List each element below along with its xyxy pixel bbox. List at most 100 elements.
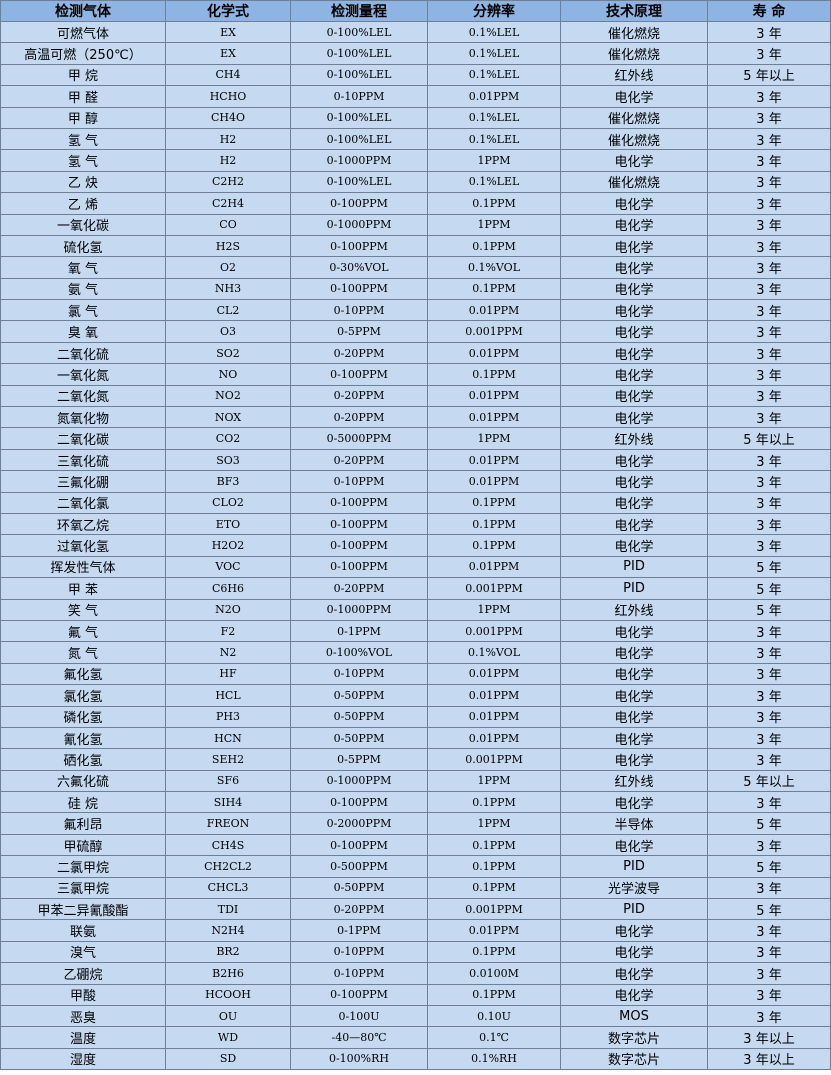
resolution-cell: 0.01PPM — [427, 341, 561, 365]
principle-cell: PID — [560, 898, 708, 921]
range-cell: 0-100%LEL — [290, 170, 428, 194]
resolution-cell: 0.01PPM — [427, 705, 561, 728]
formula-cell: SIH4 — [165, 791, 291, 814]
table-row: 挥发性气体 VOC 0-100PPM 0.01PPM PID 5 年 — [0, 555, 831, 579]
principle-cell: 电化学 — [560, 363, 708, 386]
resolution-cell: 0.001PPM — [427, 748, 561, 771]
gas-cell: 二氧化硫 — [0, 341, 166, 365]
principle-cell: 电化学 — [560, 662, 708, 686]
gas-cell: 联氨 — [0, 919, 166, 942]
formula-cell: SF6 — [165, 769, 291, 793]
lifespan-cell: 3 年 — [707, 534, 831, 557]
lifespan-cell: 3 年 — [707, 983, 831, 1006]
gas-cell: 溴气 — [0, 940, 166, 964]
gas-cell: 乙硼烷 — [0, 962, 166, 985]
formula-cell: EX — [165, 42, 291, 65]
table-row: 氮 气 N2 0-100%VOL 0.1%VOL 电化学 3 年 — [0, 641, 831, 664]
table-row: 联氨 N2H4 0-1PPM 0.01PPM 电化学 3 年 — [0, 919, 831, 942]
header-range: 检测量程 — [290, 0, 428, 22]
table-row: 臭 氧 O3 0-5PPM 0.001PPM 电化学 3 年 — [0, 320, 831, 343]
header-row: 检测气体 化学式 检测量程 分辨率 技术原理 寿 命 — [0, 0, 831, 22]
principle-cell: PID — [560, 855, 708, 878]
table-row: 氢 气 H2 0-100%LEL 0.1%LEL 催化燃烧 3 年 — [0, 127, 831, 151]
gas-cell: 六氟化硫 — [0, 769, 166, 793]
gas-cell: 环氧乙烷 — [0, 512, 166, 536]
table-row: 甲苯二异氰酸酯 TDI 0-20PPM 0.001PPM PID 5 年 — [0, 898, 831, 921]
principle-cell: 电化学 — [560, 512, 708, 536]
range-cell: 0-10PPM — [290, 662, 428, 686]
lifespan-cell: 3 年 — [707, 149, 831, 172]
resolution-cell: 0.1PPM — [427, 983, 561, 1006]
lifespan-cell: 5 年 — [707, 598, 831, 621]
formula-cell: C2H4 — [165, 192, 291, 215]
table-row: 氯化氢 HCL 0-50PPM 0.01PPM 电化学 3 年 — [0, 684, 831, 707]
table-row: 环氧乙烷 ETO 0-100PPM 0.1PPM 电化学 3 年 — [0, 512, 831, 536]
range-cell: 0-1000PPM — [290, 149, 428, 172]
formula-cell: NH3 — [165, 277, 291, 301]
formula-cell: CH4S — [165, 833, 291, 857]
gas-cell: 甲硫醇 — [0, 833, 166, 857]
range-cell: 0-10PPM — [290, 299, 428, 322]
range-cell: 0-100PPM — [290, 192, 428, 215]
principle-cell: 催化燃烧 — [560, 42, 708, 65]
resolution-cell: 0.01PPM — [427, 384, 561, 408]
resolution-cell: 0.001PPM — [427, 619, 561, 643]
table-row: 三氯甲烷 CHCL3 0-50PPM 0.1PPM 光学波导 3 年 — [0, 876, 831, 900]
lifespan-cell: 3 年 — [707, 705, 831, 728]
range-cell: 0-100PPM — [290, 512, 428, 536]
formula-cell: H2O2 — [165, 534, 291, 557]
resolution-cell: 0.1%LEL — [427, 106, 561, 129]
resolution-cell: 0.10U — [427, 1004, 561, 1028]
resolution-cell: 0.01PPM — [427, 406, 561, 429]
range-cell: 0-20PPM — [290, 384, 428, 408]
gas-cell: 三氯甲烷 — [0, 876, 166, 900]
lifespan-cell: 5 年 — [707, 555, 831, 579]
gas-cell: 二氧化氯 — [0, 491, 166, 514]
range-cell: 0-100PPM — [290, 791, 428, 814]
lifespan-cell: 5 年 — [707, 855, 831, 878]
lifespan-cell: 5 年 — [707, 812, 831, 835]
principle-cell: 催化燃烧 — [560, 170, 708, 194]
table-row: 氯 气 CL2 0-10PPM 0.01PPM 电化学 3 年 — [0, 299, 831, 322]
range-cell: 0-100%LEL — [290, 127, 428, 151]
gas-cell: 可燃气体 — [0, 20, 166, 44]
lifespan-cell: 3 年 — [707, 619, 831, 643]
formula-cell: HCOOH — [165, 983, 291, 1006]
lifespan-cell: 3 年 — [707, 448, 831, 472]
formula-cell: TDI — [165, 898, 291, 921]
resolution-cell: 0.1PPM — [427, 855, 561, 878]
principle-cell: 催化燃烧 — [560, 106, 708, 129]
lifespan-cell: 3 年以上 — [707, 1047, 831, 1071]
formula-cell: CO2 — [165, 427, 291, 450]
principle-cell: 电化学 — [560, 213, 708, 236]
gas-cell: 氰化氢 — [0, 726, 166, 750]
resolution-cell: 0.1PPM — [427, 363, 561, 386]
resolution-cell: 0.01PPM — [427, 555, 561, 579]
range-cell: 0-100PPM — [290, 363, 428, 386]
gas-cell: 臭 氧 — [0, 320, 166, 343]
lifespan-cell: 3 年 — [707, 748, 831, 771]
gas-cell: 一氧化碳 — [0, 213, 166, 236]
resolution-cell: 0.1PPM — [427, 491, 561, 514]
principle-cell: 电化学 — [560, 384, 708, 408]
gas-cell: 二氯甲烷 — [0, 855, 166, 878]
gas-cell: 氮 气 — [0, 641, 166, 664]
range-cell: 0-5PPM — [290, 320, 428, 343]
resolution-cell: 0.01PPM — [427, 448, 561, 472]
gas-cell: 氧 气 — [0, 256, 166, 279]
table-row: 甲硫醇 CH4S 0-100PPM 0.1PPM 电化学 3 年 — [0, 833, 831, 857]
resolution-cell: 1PPM — [427, 598, 561, 621]
lifespan-cell: 3 年 — [707, 384, 831, 408]
header-lifespan: 寿 命 — [707, 0, 831, 22]
formula-cell: SO2 — [165, 341, 291, 365]
range-cell: 0-1000PPM — [290, 213, 428, 236]
resolution-cell: 0.1%LEL — [427, 63, 561, 87]
principle-cell: MOS — [560, 1004, 708, 1028]
table-row: 甲酸 HCOOH 0-100PPM 0.1PPM 电化学 3 年 — [0, 983, 831, 1006]
resolution-cell: 0.1%VOL — [427, 641, 561, 664]
gas-cell: 三氟化硼 — [0, 470, 166, 493]
gas-cell: 硅 烷 — [0, 791, 166, 814]
resolution-cell: 0.01PPM — [427, 662, 561, 686]
resolution-cell: 0.1PPM — [427, 277, 561, 301]
formula-cell: O3 — [165, 320, 291, 343]
